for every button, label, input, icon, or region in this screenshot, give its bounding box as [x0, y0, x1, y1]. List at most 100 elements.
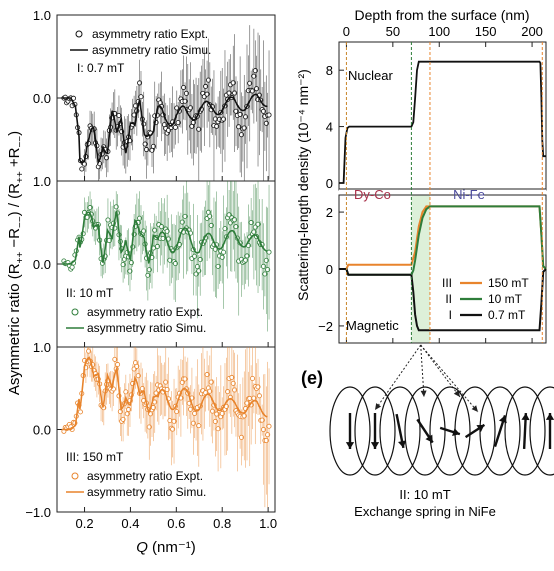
data-point [248, 220, 254, 226]
xlabel-q: Q [136, 539, 148, 556]
data-point [120, 416, 126, 422]
panel-annotation: III: 150 mT [66, 450, 124, 464]
data-point [238, 132, 244, 138]
spin-arrow-head [521, 413, 530, 421]
data-point [266, 249, 272, 255]
ylabel-subscript: −− [15, 216, 26, 228]
legend-label-expt: asymmetry ratio Expt. [87, 305, 203, 319]
data-point [266, 423, 272, 429]
arrow-head [471, 405, 478, 412]
y-tick-label: 0.0 [33, 257, 51, 272]
data-point [188, 406, 194, 412]
y-tick-label: −2 [318, 319, 333, 334]
data-point [207, 388, 213, 394]
xlabel-unit: (nm⁻¹) [148, 539, 196, 556]
data-point [208, 222, 214, 228]
data-point [232, 217, 238, 223]
data-point [221, 249, 227, 255]
x-tick-label: 100 [428, 24, 450, 39]
data-point [254, 86, 260, 92]
spring-region-shade [411, 195, 430, 343]
legend-marker-expt [75, 30, 83, 38]
legend-label-simu: asymmetry ratio Simu. [87, 485, 206, 499]
data-point [238, 434, 244, 440]
data-point [175, 120, 181, 126]
spin-ellipse [404, 386, 446, 476]
right-xlabel: Depth from the surface (nm) [354, 7, 529, 23]
data-point [105, 217, 111, 223]
data-point [219, 410, 225, 416]
panel-III-simu-line [61, 356, 268, 431]
spin-ellipse [379, 386, 421, 476]
y-tick-label: 0.0 [33, 423, 51, 438]
legend-marker-III: III [442, 276, 452, 290]
data-point [164, 228, 170, 234]
data-point [155, 243, 161, 249]
ylabel-text: ) / (R [6, 183, 23, 216]
data-point [174, 409, 180, 415]
data-point [243, 257, 249, 263]
data-point [182, 213, 188, 219]
spin-arrow-head [425, 434, 433, 443]
data-point [197, 257, 203, 263]
data-point [265, 267, 271, 273]
y-tick-label: 4 [326, 120, 333, 135]
data-point [212, 246, 218, 252]
data-point [212, 418, 218, 424]
data-point [256, 393, 262, 399]
data-point [153, 390, 159, 396]
data-point [135, 373, 141, 379]
spin-ellipse [529, 386, 554, 476]
y-tick-label: 0 [326, 262, 333, 277]
data-point [251, 73, 257, 79]
data-point [263, 120, 269, 126]
panel-e-caption-desc: Exchange spring in NiFe [354, 504, 496, 519]
data-point [145, 272, 151, 278]
data-point [262, 271, 268, 277]
y-tick-label: 0.0 [33, 91, 51, 106]
data-point [251, 229, 257, 235]
magnetic-legend: III 150 mT II 10 mT I 0.7 mT [442, 276, 529, 322]
data-point [117, 409, 123, 415]
data-point [241, 125, 247, 131]
magnetic-line-150-mT [339, 205, 547, 270]
legend-label-simu: asymmetry ratio Simu. [87, 321, 206, 335]
data-point [77, 409, 83, 415]
right-panels: Depth from the surface (nm)0 50 100 150 2000… [295, 7, 547, 344]
data-point [230, 80, 236, 86]
x-tick-label: 50 [386, 24, 400, 39]
data-point [141, 228, 147, 234]
panel-II: 0.0 1.0 II: 10 mT asymmetry ratio Expt. asym… [33, 174, 276, 348]
data-point [263, 438, 269, 444]
nuclear-label: Nuclear [348, 68, 393, 83]
spin-ellipse [504, 386, 546, 476]
x-tick-label: 0.6 [167, 516, 185, 531]
ylabel-text: Asymmetric ratio (R [6, 263, 23, 395]
panel-II-expt-points [61, 181, 272, 332]
x-tick-label: 0 [343, 24, 350, 39]
data-point [196, 423, 202, 429]
data-point [261, 108, 267, 114]
layer-label-nife: Ni-Fe [453, 187, 485, 202]
data-point [255, 384, 261, 390]
data-point [204, 91, 210, 97]
data-point [146, 424, 152, 430]
spin-arrow-head [545, 413, 554, 420]
magnetic-panel: −2 0 2 Magnetic [318, 194, 547, 344]
spin-arrow-head [498, 415, 507, 424]
legend-marker-II: II [445, 292, 452, 306]
spin-ellipse [329, 386, 371, 476]
left-ylabel: Asymmetric ratio (R++ −R−−) / (R++ +R−−) [6, 131, 26, 395]
data-point [241, 413, 247, 419]
ylabel-text: −R [6, 228, 23, 252]
data-point [250, 375, 256, 381]
data-point [261, 427, 267, 433]
ylabel-text: ) [6, 131, 23, 136]
data-point [188, 105, 194, 111]
arrow-head [453, 390, 460, 397]
exchange-spring-diagram: (e) II: 10 mT Exchange spring in NiFe [301, 344, 554, 519]
dotted-arrow [420, 344, 479, 413]
x-tick-label: 0.4 [121, 516, 139, 531]
right-ylabel: Scattering-length density (10⁻⁴ nm⁻²) [295, 69, 311, 301]
panel-III: −1.0 0.0 1.0 0.2 0.4 0.6 0.8 1.0 III: 150 mT asym… [25, 340, 277, 531]
